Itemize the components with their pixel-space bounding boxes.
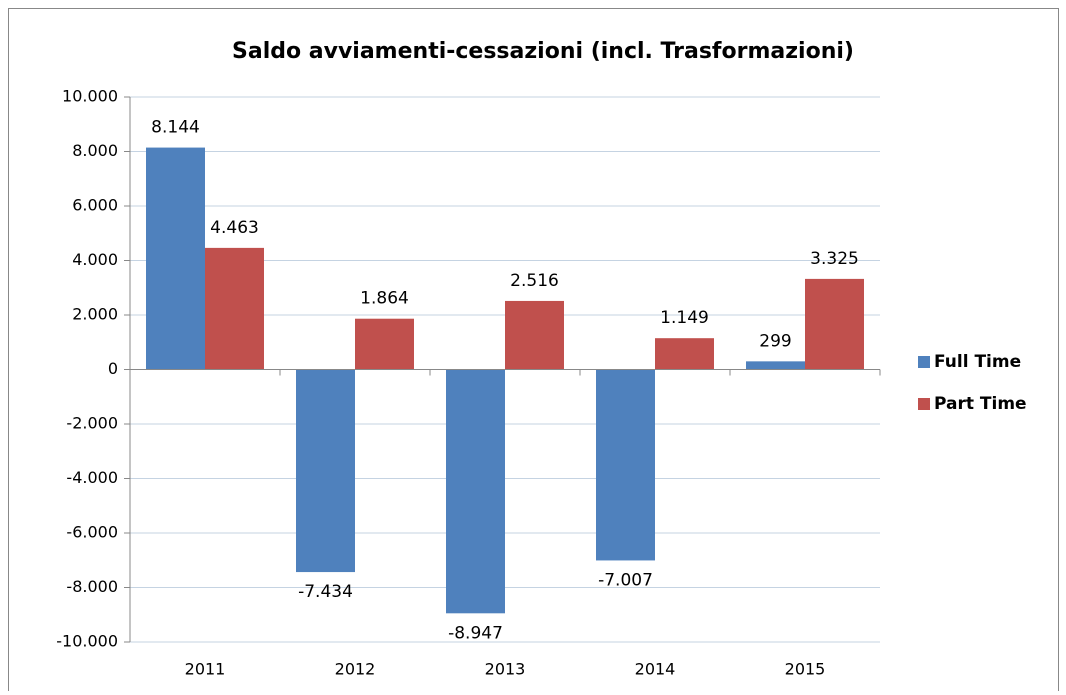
y-tick-label: -8.000 [66,577,118,596]
legend-label: Full Time [934,352,1021,372]
data-label: -7.434 [298,582,353,602]
x-tick-label: 2013 [485,660,526,679]
x-tick-label: 2014 [635,660,676,679]
bar [805,278,864,370]
data-label: 8.144 [151,118,200,138]
y-tick-label: 8.000 [72,141,118,160]
y-tick-label: 0 [108,359,118,378]
bar [596,369,655,561]
data-label: 4.463 [210,218,259,238]
legend-label: Part Time [934,394,1027,414]
bar [746,361,805,370]
y-tick-label: 2.000 [72,305,118,324]
y-tick-label: 10.000 [62,87,118,106]
data-label: 1.149 [660,308,709,328]
data-label: -7.007 [598,570,653,590]
bar [355,318,414,370]
y-tick-label: -2.000 [66,414,118,433]
legend-swatch [918,398,930,410]
y-tick-label: -10.000 [56,632,118,651]
bar [205,247,264,370]
bar [505,300,564,370]
bar [446,369,505,614]
chart-title: Saldo avviamenti-cessazioni (incl. Trasf… [232,39,854,64]
legend-swatch [918,356,930,368]
y-tick-label: -4.000 [66,468,118,487]
y-tick-label: 6.000 [72,196,118,215]
data-label: -8.947 [448,623,503,643]
data-label: 3.325 [810,249,859,269]
data-label: 2.516 [510,271,559,291]
bar [655,338,714,370]
y-tick-label: -6.000 [66,523,118,542]
bar [296,369,355,573]
bar [146,147,205,370]
x-tick-label: 2011 [185,660,226,679]
data-label: 299 [759,331,791,351]
x-tick-label: 2015 [785,660,826,679]
y-tick-label: 4.000 [72,250,118,269]
x-tick-label: 2012 [335,660,376,679]
data-label: 1.864 [360,289,409,309]
